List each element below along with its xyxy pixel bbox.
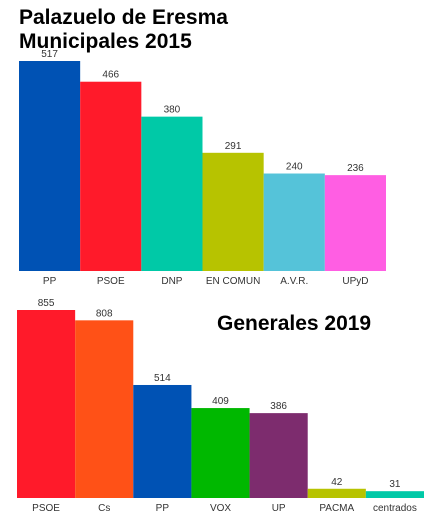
data-label: 380 bbox=[164, 105, 181, 116]
x-tick-label: UP bbox=[272, 503, 286, 514]
data-label: 240 bbox=[286, 162, 303, 173]
data-label: 855 bbox=[38, 298, 55, 309]
bar bbox=[75, 320, 134, 498]
bar bbox=[80, 81, 142, 271]
bar bbox=[191, 408, 250, 498]
bar bbox=[249, 413, 308, 498]
bar bbox=[202, 152, 264, 271]
x-tick-label: EN COMUN bbox=[206, 276, 260, 287]
x-tick-label: PP bbox=[43, 276, 57, 287]
bar bbox=[17, 310, 76, 498]
bar bbox=[365, 491, 424, 498]
data-label: 42 bbox=[331, 477, 343, 488]
data-label: 236 bbox=[347, 163, 364, 174]
data-label: 386 bbox=[270, 401, 287, 412]
data-label: 466 bbox=[102, 70, 119, 81]
x-tick-label: PSOE bbox=[32, 503, 60, 514]
x-tick-label: DNP bbox=[161, 276, 182, 287]
chart-title: Palazuelo de Eresma bbox=[19, 6, 228, 29]
x-tick-label: PACMA bbox=[319, 503, 354, 514]
x-tick-label: A.V.R. bbox=[280, 276, 308, 287]
bar bbox=[263, 173, 325, 271]
bar bbox=[141, 116, 203, 271]
data-label: 514 bbox=[154, 373, 171, 384]
data-label: 808 bbox=[96, 308, 113, 319]
data-label: 409 bbox=[212, 396, 229, 407]
data-label: 517 bbox=[41, 49, 58, 60]
data-label: 31 bbox=[389, 479, 401, 490]
chart-title: Municipales 2015 bbox=[19, 30, 192, 53]
chart-title: Generales 2019 bbox=[217, 312, 371, 335]
x-tick-label: VOX bbox=[210, 503, 231, 514]
bar bbox=[324, 175, 386, 271]
x-tick-label: PSOE bbox=[97, 276, 125, 287]
bar bbox=[307, 488, 366, 498]
bar bbox=[133, 384, 192, 498]
x-tick-label: centrados bbox=[373, 503, 417, 514]
bar bbox=[19, 61, 81, 271]
x-tick-label: Cs bbox=[98, 503, 110, 514]
x-tick-label: PP bbox=[156, 503, 170, 514]
data-label: 291 bbox=[225, 141, 242, 152]
x-tick-label: UPyD bbox=[342, 276, 368, 287]
